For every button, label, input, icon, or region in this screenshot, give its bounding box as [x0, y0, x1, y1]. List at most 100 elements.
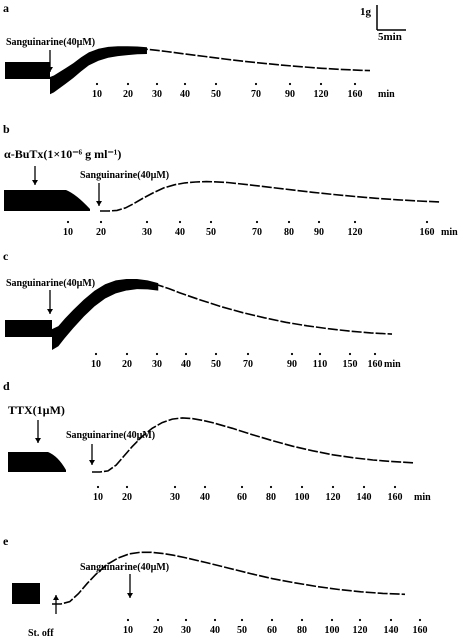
- annotation-label: Sanguinarine(40µM): [6, 37, 95, 48]
- tick-mark: [214, 82, 218, 86]
- tick-label: 70: [251, 89, 261, 100]
- tick-mark: [418, 618, 422, 622]
- panel-b: b α-BuTx(1×10⁻⁶ g ml⁻¹) Sanguinarine(40µM)…: [3, 122, 458, 238]
- tick-label: 30: [142, 227, 152, 238]
- scale-bar-time-label: 5min: [378, 31, 402, 43]
- tick-mark: [319, 82, 323, 86]
- tick-label: 160: [420, 227, 435, 238]
- tick-label: 140: [357, 492, 372, 503]
- panel-c: c Sanguinarine(40µM) 10 20 30 40 50 70 90 110 150 1…: [3, 249, 401, 370]
- pre-drug-block: [5, 320, 52, 337]
- tick-label: 90: [287, 359, 297, 370]
- tick-mark: [66, 220, 70, 224]
- tick-mark: [373, 352, 377, 356]
- tick-mark: [362, 485, 366, 489]
- tick-label: 50: [211, 89, 221, 100]
- panel-a: a Sanguinarine(40µM) 10 20 30 40 50 70 90 120 160 m…: [3, 1, 395, 100]
- tick-mark: [214, 352, 218, 356]
- annotation-arrow-head: [47, 309, 53, 314]
- tick-label: 40: [210, 625, 220, 636]
- tick-mark: [300, 618, 304, 622]
- tick-mark: [287, 220, 291, 224]
- panel-e: e Sanguinarine(40µM) St. off 10 20 30 40 50 60 80…: [3, 534, 428, 639]
- annotation-arrow-head: [53, 595, 59, 600]
- pre-drug-block: [4, 190, 66, 211]
- annotation-arrow-head: [127, 593, 133, 598]
- tick-label: 50: [211, 359, 221, 370]
- tick-mark: [99, 220, 103, 224]
- tick-mark: [330, 618, 334, 622]
- tick-label: 100: [325, 625, 340, 636]
- tick-mark: [145, 220, 149, 224]
- scale-bar-force-label: 1g: [360, 6, 372, 18]
- tick-mark: [203, 485, 207, 489]
- tick-mark: [290, 352, 294, 356]
- tick-label: 10: [93, 492, 103, 503]
- panel-letter: d: [3, 379, 10, 393]
- tick-mark: [240, 485, 244, 489]
- tick-label: 140: [384, 625, 399, 636]
- taper-block: [66, 190, 90, 211]
- tick-label: 90: [285, 89, 295, 100]
- annotation-arrow-head: [32, 180, 38, 185]
- annotation-arrow-head: [96, 201, 102, 206]
- tick-label: 10: [92, 89, 102, 100]
- tick-label: 10: [63, 227, 73, 238]
- tick-label: 120: [348, 227, 363, 238]
- tick-mark: [270, 618, 274, 622]
- tick-label: 80: [284, 227, 294, 238]
- tick-label: 160: [348, 89, 363, 100]
- tick-label: 160: [413, 625, 428, 636]
- panel-d: d TTX(1µM) Sanguinarine(40µM) 10 20 30 40 60 80 1…: [3, 379, 431, 503]
- tick-label: 40: [181, 359, 191, 370]
- tick-mark: [209, 220, 213, 224]
- tick-mark: [318, 352, 322, 356]
- tick-mark: [95, 82, 99, 86]
- tick-label: 60: [237, 492, 247, 503]
- tick-label: 120: [353, 625, 368, 636]
- tick-mark: [155, 82, 159, 86]
- tick-mark: [425, 220, 429, 224]
- annotation-label: Sanguinarine(40µM): [80, 170, 169, 181]
- time-unit-label: min: [441, 227, 458, 238]
- tick-mark: [94, 352, 98, 356]
- tick-label: 120: [314, 89, 329, 100]
- tick-label: 150: [343, 359, 358, 370]
- panel-letter: e: [3, 534, 9, 548]
- tension-trace: [49, 47, 371, 80]
- tick-label: 30: [181, 625, 191, 636]
- pre-drug-block: [5, 62, 50, 79]
- annotation-label: St. off: [28, 628, 54, 639]
- tick-mark: [246, 352, 250, 356]
- tick-label: 40: [200, 492, 210, 503]
- tick-label: 30: [152, 359, 162, 370]
- tick-mark: [183, 82, 187, 86]
- panels: a Sanguinarine(40µM) 10 20 30 40 50 70 90 120 160 m…: [3, 1, 458, 639]
- tick-label: 70: [243, 359, 253, 370]
- annotation-arrow-head: [47, 67, 53, 72]
- tick-mark: [353, 220, 357, 224]
- pre-drug-block: [12, 583, 40, 604]
- time-unit-label: min: [384, 359, 401, 370]
- tick-label: 10: [91, 359, 101, 370]
- scale-bar: 1g 5min: [360, 5, 406, 43]
- tick-label: 20: [96, 227, 106, 238]
- tick-mark: [173, 485, 177, 489]
- tick-mark: [254, 82, 258, 86]
- annotation-label: TTX(1µM): [8, 403, 65, 417]
- tick-label: 20: [122, 492, 132, 503]
- tick-label: 10: [123, 625, 133, 636]
- time-unit-label: min: [378, 89, 395, 100]
- panel-letter: a: [3, 1, 9, 15]
- tick-mark: [269, 485, 273, 489]
- tick-label: 80: [297, 625, 307, 636]
- tick-mark: [389, 618, 393, 622]
- tick-label: 20: [153, 625, 163, 636]
- time-unit-label: min: [414, 492, 431, 503]
- tick-mark: [317, 220, 321, 224]
- tick-label: 40: [180, 89, 190, 100]
- tick-mark: [178, 220, 182, 224]
- tick-mark: [213, 618, 217, 622]
- annotation-arrow-head: [89, 460, 95, 465]
- phasic-burst: [50, 46, 147, 95]
